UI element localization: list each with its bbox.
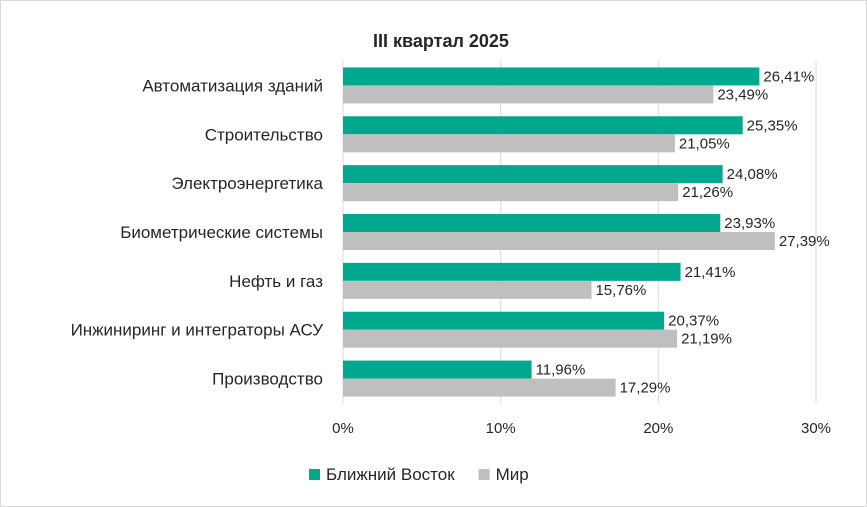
category-label: Производство bbox=[212, 370, 323, 389]
category-labels: Автоматизация зданий Строительство Электро… bbox=[71, 76, 324, 388]
bar bbox=[343, 232, 775, 250]
bar bbox=[343, 116, 743, 135]
data-label: 24,08% bbox=[727, 166, 778, 183]
data-label: 15,76% bbox=[595, 282, 646, 299]
data-label: 21,41% bbox=[685, 264, 736, 281]
data-label: 23,93% bbox=[724, 215, 775, 232]
data-label: 17,29% bbox=[620, 380, 671, 397]
category-label: Автоматизация зданий bbox=[142, 76, 323, 95]
bar bbox=[343, 311, 665, 330]
data-label: 21,05% bbox=[679, 135, 730, 152]
data-label: 11,96% bbox=[536, 362, 586, 379]
category-label: Электроэнергетика bbox=[171, 174, 323, 193]
bar bbox=[343, 85, 714, 104]
data-label: 21,26% bbox=[682, 184, 733, 201]
bar bbox=[343, 214, 721, 232]
x-tick-label: 20% bbox=[643, 420, 673, 437]
x-tick-label: 30% bbox=[801, 420, 831, 437]
x-tick-label: 0% bbox=[332, 420, 354, 437]
bar bbox=[343, 165, 723, 184]
data-label: 25,35% bbox=[747, 117, 798, 134]
x-tick-label: 10% bbox=[486, 420, 516, 437]
x-axis-ticks: 0% 10% 20% 30% bbox=[332, 420, 831, 437]
bar bbox=[343, 280, 592, 299]
bar bbox=[343, 360, 532, 379]
legend-swatch bbox=[478, 469, 490, 480]
bar bbox=[343, 67, 760, 86]
legend-swatch bbox=[309, 469, 320, 480]
bars bbox=[343, 67, 775, 397]
category-label: Строительство bbox=[205, 125, 323, 144]
data-label: 27,39% bbox=[779, 233, 830, 250]
legend: Ближний Восток Мир bbox=[309, 465, 529, 484]
bar bbox=[343, 134, 675, 153]
category-label: Инжиниринг и интеграторы АСУ bbox=[71, 321, 324, 340]
data-label: 20,37% bbox=[668, 313, 719, 330]
chart-title: III квартал 2025 bbox=[373, 31, 509, 51]
legend-label: Мир bbox=[496, 465, 529, 484]
data-labels: 26,41%23,49% 25,35% 21,05% 24,08%21,26% 23,9… bbox=[536, 68, 830, 396]
data-label: 26,41% bbox=[763, 68, 814, 85]
category-label: Биометрические системы bbox=[120, 223, 323, 242]
data-label: 21,19% bbox=[681, 331, 732, 348]
bar bbox=[343, 329, 678, 348]
bar bbox=[343, 183, 679, 202]
bar bbox=[343, 378, 616, 397]
bar bbox=[343, 262, 681, 281]
data-label: 23,49% bbox=[717, 86, 768, 103]
legend-label: Ближний Восток bbox=[326, 465, 455, 484]
category-label: Нефть и газ bbox=[229, 272, 323, 291]
